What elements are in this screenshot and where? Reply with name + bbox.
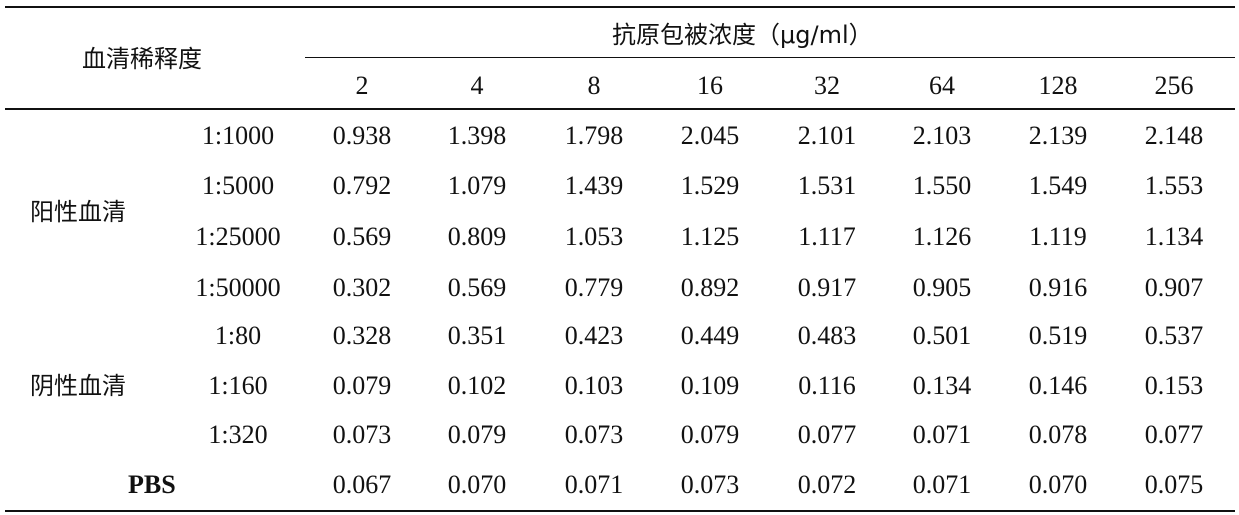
od-value-cell: 0.938 [307,121,417,151]
od-value-cell: 0.070 [422,470,532,500]
od-value-cell: 1.119 [1003,222,1113,252]
group-header-rule [305,57,1235,58]
od-value-cell: 1.134 [1119,222,1229,252]
od-value-cell: 1.126 [887,222,997,252]
od-value-cell: 0.351 [422,321,532,351]
od-value-cell: 0.075 [1119,470,1229,500]
od-value-cell: 0.078 [1003,420,1113,450]
od-value-cell: 0.077 [772,420,882,450]
od-value-cell: 0.079 [422,420,532,450]
od-value-cell: 0.302 [307,273,417,303]
dilution-cell: 1:80 [173,321,303,351]
od-value-cell: 0.917 [772,273,882,303]
od-value-cell: 1.529 [655,171,765,201]
od-value-cell: 0.905 [887,273,997,303]
od-value-cell: 0.483 [772,321,882,351]
concentration-header-cell: 256 [1119,71,1229,101]
od-value-cell: 0.892 [655,273,765,303]
od-value-cell: 0.109 [655,371,765,401]
od-value-cell: 1.398 [422,121,532,151]
od-value-cell: 0.102 [422,371,532,401]
od-value-cell: 0.153 [1119,371,1229,401]
od-value-cell: 1.550 [887,171,997,201]
od-value-cell: 0.079 [307,371,417,401]
od-value-cell: 0.134 [887,371,997,401]
od-value-cell: 0.809 [422,222,532,252]
od-value-cell: 0.569 [422,273,532,303]
od-value-cell: 2.101 [772,121,882,151]
od-value-cell: 0.519 [1003,321,1113,351]
od-value-cell: 2.139 [1003,121,1113,151]
od-value-cell: 0.569 [307,222,417,252]
header-bottom-rule [5,108,1235,110]
od-value-cell: 0.079 [655,420,765,450]
od-value-cell: 1.125 [655,222,765,252]
od-value-cell: 0.067 [307,470,417,500]
pbs-row-label: PBS [128,470,176,500]
row-header-label: 血清稀释度 [82,44,202,74]
od-value-cell: 0.077 [1119,420,1229,450]
od-value-cell: 0.116 [772,371,882,401]
bottom-rule [5,510,1235,512]
od-value-cell: 0.071 [539,470,649,500]
dilution-cell: 1:25000 [173,222,303,252]
serum-group-label: 阴性血清 [30,371,126,401]
od-value-cell: 2.045 [655,121,765,151]
column-group-label: 抗原包被浓度（μg/ml） [612,20,873,50]
concentration-header-cell: 2 [307,71,417,101]
od-value-cell: 1.798 [539,121,649,151]
od-value-cell: 0.779 [539,273,649,303]
concentration-header-cell: 16 [655,71,765,101]
dilution-cell: 1:160 [173,371,303,401]
serum-group-label: 阳性血清 [30,197,126,227]
od-value-cell: 0.328 [307,321,417,351]
od-value-cell: 0.070 [1003,470,1113,500]
od-value-cell: 0.071 [887,420,997,450]
dilution-cell: 1:50000 [173,273,303,303]
od-value-cell: 0.449 [655,321,765,351]
dilution-cell: 1:320 [173,420,303,450]
od-value-cell: 1.053 [539,222,649,252]
od-value-cell: 2.148 [1119,121,1229,151]
od-value-cell: 0.423 [539,321,649,351]
od-value-cell: 1.553 [1119,171,1229,201]
od-value-cell: 0.073 [307,420,417,450]
od-value-cell: 1.117 [772,222,882,252]
od-value-cell: 0.103 [539,371,649,401]
od-value-cell: 0.073 [655,470,765,500]
dilution-cell: 1:5000 [173,171,303,201]
od-value-cell: 0.501 [887,321,997,351]
concentration-header-cell: 64 [887,71,997,101]
od-value-cell: 1.549 [1003,171,1113,201]
od-value-cell: 0.146 [1003,371,1113,401]
dilution-cell: 1:1000 [173,121,303,151]
concentration-header-cell: 4 [422,71,532,101]
od-value-cell: 0.072 [772,470,882,500]
top-rule [5,6,1235,8]
od-value-cell: 0.073 [539,420,649,450]
od-value-cell: 2.103 [887,121,997,151]
od-value-cell: 0.907 [1119,273,1229,303]
concentration-header-cell: 8 [539,71,649,101]
od-value-cell: 0.916 [1003,273,1113,303]
od-value-cell: 0.071 [887,470,997,500]
od-value-cell: 0.792 [307,171,417,201]
od-value-cell: 1.439 [539,171,649,201]
od-value-cell: 1.079 [422,171,532,201]
concentration-header-cell: 128 [1003,71,1113,101]
od-value-cell: 0.537 [1119,321,1229,351]
concentration-header-cell: 32 [772,71,882,101]
od-value-cell: 1.531 [772,171,882,201]
